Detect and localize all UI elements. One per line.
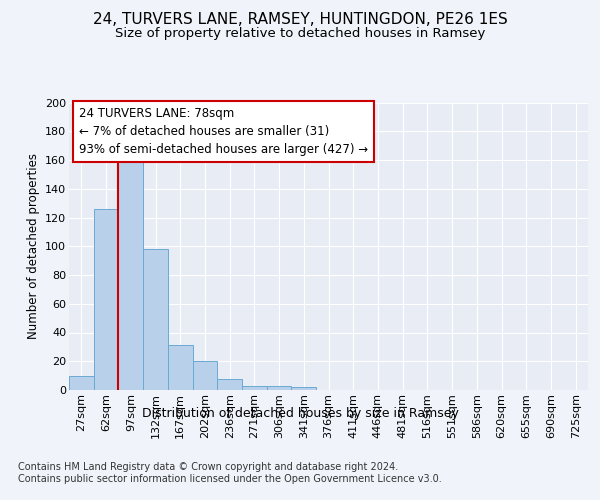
Bar	[193, 361, 217, 390]
Bar	[94, 209, 118, 390]
Text: Size of property relative to detached houses in Ramsey: Size of property relative to detached ho…	[115, 28, 485, 40]
Bar	[143, 249, 168, 390]
Bar	[168, 346, 193, 390]
Text: 24, TURVERS LANE, RAMSEY, HUNTINGDON, PE26 1ES: 24, TURVERS LANE, RAMSEY, HUNTINGDON, PE…	[92, 12, 508, 28]
Bar	[69, 376, 94, 390]
Bar	[217, 378, 242, 390]
Bar	[292, 387, 316, 390]
Text: Contains HM Land Registry data © Crown copyright and database right 2024.: Contains HM Land Registry data © Crown c…	[18, 462, 398, 472]
Bar	[267, 386, 292, 390]
Bar	[242, 386, 267, 390]
Text: 24 TURVERS LANE: 78sqm
← 7% of detached houses are smaller (31)
93% of semi-deta: 24 TURVERS LANE: 78sqm ← 7% of detached …	[79, 107, 368, 156]
Y-axis label: Number of detached properties: Number of detached properties	[26, 153, 40, 340]
Text: Distribution of detached houses by size in Ramsey: Distribution of detached houses by size …	[142, 408, 458, 420]
Bar	[118, 158, 143, 390]
Text: Contains public sector information licensed under the Open Government Licence v3: Contains public sector information licen…	[18, 474, 442, 484]
